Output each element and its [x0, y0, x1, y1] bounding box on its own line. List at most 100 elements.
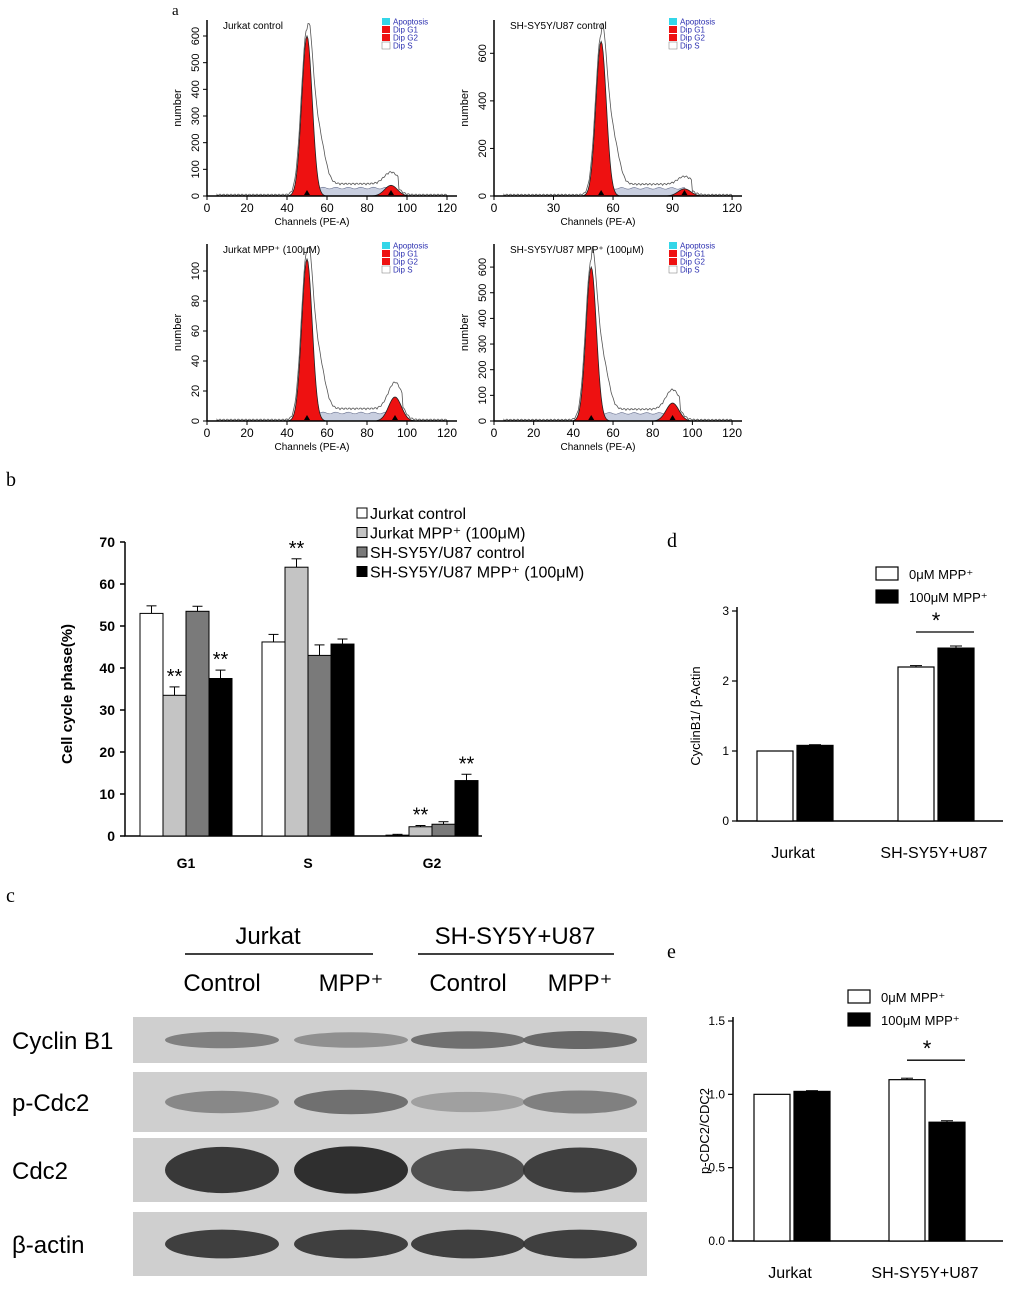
y-tick-label: 400: [477, 309, 489, 327]
x-tick-label: 20: [240, 201, 254, 215]
x-axis-label: Channels (PE-A): [560, 217, 635, 228]
legend-label: Dip S: [680, 42, 700, 51]
category-label: SH-SY5Y+U87: [880, 845, 987, 862]
bar: [208, 678, 233, 837]
group-label: SH-SY5Y+U87: [435, 923, 596, 950]
legend-label: Dip G1: [680, 250, 705, 259]
legend-label: Apoptosis: [680, 242, 715, 251]
y-tick-label: 600: [477, 44, 489, 62]
group-label: Jurkat: [235, 923, 301, 950]
legend-label: Apoptosis: [680, 18, 715, 27]
y-tick-label: 200: [477, 361, 489, 379]
bar: [385, 834, 410, 837]
legend-label: Dip G1: [393, 250, 418, 259]
bar: [897, 666, 935, 822]
y-tick-label: 200: [190, 133, 202, 151]
legend-label: Jurkat control: [370, 506, 466, 523]
legend-swatch: [847, 1012, 871, 1027]
protein-band: [523, 1031, 637, 1049]
legend-swatch: [382, 18, 390, 25]
legend-swatch: [382, 250, 390, 257]
y-tick-label: 300: [477, 335, 489, 353]
panel-c-western-blot: Jurkat SH-SY5Y+U87 Control MPP⁺ Control MPP⁺ C…: [12, 923, 647, 1276]
bar: [307, 654, 332, 837]
lane-label: Control: [429, 970, 506, 997]
protein-band: [411, 1031, 525, 1049]
histogram-title: Jurkat MPP⁺ (100μM): [223, 245, 320, 256]
x-axis-label: Channels (PE-A): [274, 442, 349, 453]
x-tick-label: 60: [320, 201, 334, 215]
bar: [888, 1079, 926, 1242]
protein-band: [165, 1146, 279, 1194]
y-tick-label: 0: [190, 418, 202, 424]
dip-g1-peak: [582, 40, 620, 197]
histogram-axes: [206, 20, 457, 197]
legend-swatch: [669, 242, 677, 249]
peak-marker: [392, 415, 398, 420]
significance-mark: **: [167, 666, 183, 688]
category-label: Jurkat: [771, 845, 815, 862]
x-tick-label: 60: [320, 426, 334, 440]
dip-g1-peak: [288, 34, 326, 197]
y-tick-label: 60: [99, 576, 115, 592]
y-tick-label: 100: [477, 386, 489, 404]
legend-swatch: [669, 18, 677, 25]
legend-swatch: [875, 589, 899, 604]
x-tick-label: 0: [491, 426, 498, 440]
legend-swatch: [381, 265, 391, 274]
histogram-3: 0 20 40 60 80 100 120 0 20 40 60 80 100 Channels (PE-…: [172, 242, 457, 454]
panel-label-d: d: [667, 530, 677, 552]
legend-swatch: [382, 242, 390, 249]
legend-swatch: [875, 566, 899, 581]
y-tick-label: 0.0: [708, 1234, 725, 1248]
y-tick-label: 0: [477, 193, 489, 199]
bar: [139, 612, 164, 837]
bar: [454, 780, 479, 837]
y-axis-label: number: [172, 89, 184, 127]
lane-label: MPP⁺: [319, 970, 384, 997]
y-tick-label: 3: [722, 604, 729, 618]
y-tick-label: 100: [190, 262, 202, 280]
panel-label-a: a: [172, 3, 179, 19]
legend-label: Dip S: [680, 266, 700, 275]
protein-band: [294, 1229, 408, 1259]
raw-histogram-line: [216, 23, 448, 197]
y-tick-label: 20: [99, 744, 115, 760]
raw-histogram-line: [503, 23, 733, 197]
panel-e-bar-chart: 0.0 0.5 1.0 1.5 p-CDC2/CDC2 Jurkat SH-SY5Y+U87…: [697, 989, 1003, 1282]
protein-band: [165, 1090, 279, 1114]
raw-histogram-line: [216, 247, 448, 422]
histogram-axes: [493, 244, 742, 422]
category-label: S: [303, 855, 312, 871]
protein-band: [165, 1031, 279, 1049]
y-tick-label: 500: [190, 53, 202, 71]
legend-swatch: [356, 507, 368, 519]
x-tick-label: 80: [360, 201, 374, 215]
x-tick-label: 30: [547, 201, 561, 215]
histogram-axes: [206, 244, 457, 422]
y-tick-label: 200: [477, 139, 489, 157]
x-tick-label: 60: [606, 426, 620, 440]
lane-label: MPP⁺: [548, 970, 613, 997]
panel-a-histograms: 0 20 40 60 80 100 1200100200300400500600Channe…: [172, 18, 742, 454]
legend-swatch: [356, 546, 368, 558]
legend-label: Dip G2: [680, 34, 705, 43]
y-tick-label: 0.5: [708, 1161, 725, 1175]
y-tick-label: 50: [99, 618, 115, 634]
significance-mark: **: [213, 649, 229, 671]
bar: [408, 826, 433, 837]
x-axis-label: Channels (PE-A): [274, 217, 349, 228]
legend-swatch: [847, 989, 871, 1004]
legend-label: Dip G1: [680, 26, 705, 35]
legend-label: SH-SY5Y/U87 MPP⁺ (100μM): [370, 565, 584, 582]
protein-band: [411, 1148, 525, 1192]
x-tick-label: 100: [397, 201, 417, 215]
histogram-title: SH-SY5Y/U87 control: [510, 21, 607, 32]
protein-band: [411, 1091, 525, 1113]
y-tick-label: 60: [190, 325, 202, 337]
legend-label: 0μM MPP⁺: [909, 567, 973, 582]
bar: [937, 647, 975, 822]
peak-marker: [304, 190, 310, 195]
histogram-2: 0 30 60 90 120 0 200 400 600 Channels (PE-A) numbe…: [459, 18, 742, 229]
